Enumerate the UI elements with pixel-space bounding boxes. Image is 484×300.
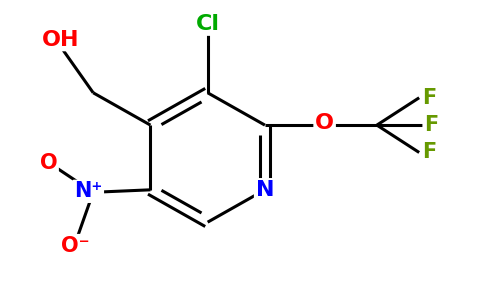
Text: N⁺: N⁺ <box>74 181 103 201</box>
Text: N: N <box>256 180 274 200</box>
Text: O: O <box>40 153 57 173</box>
Text: Cl: Cl <box>196 14 220 34</box>
Text: F: F <box>422 88 436 108</box>
Text: OH: OH <box>42 29 79 50</box>
Text: O⁻: O⁻ <box>61 236 90 256</box>
Text: O: O <box>315 112 334 133</box>
Text: F: F <box>422 142 436 163</box>
Text: F: F <box>424 115 439 135</box>
